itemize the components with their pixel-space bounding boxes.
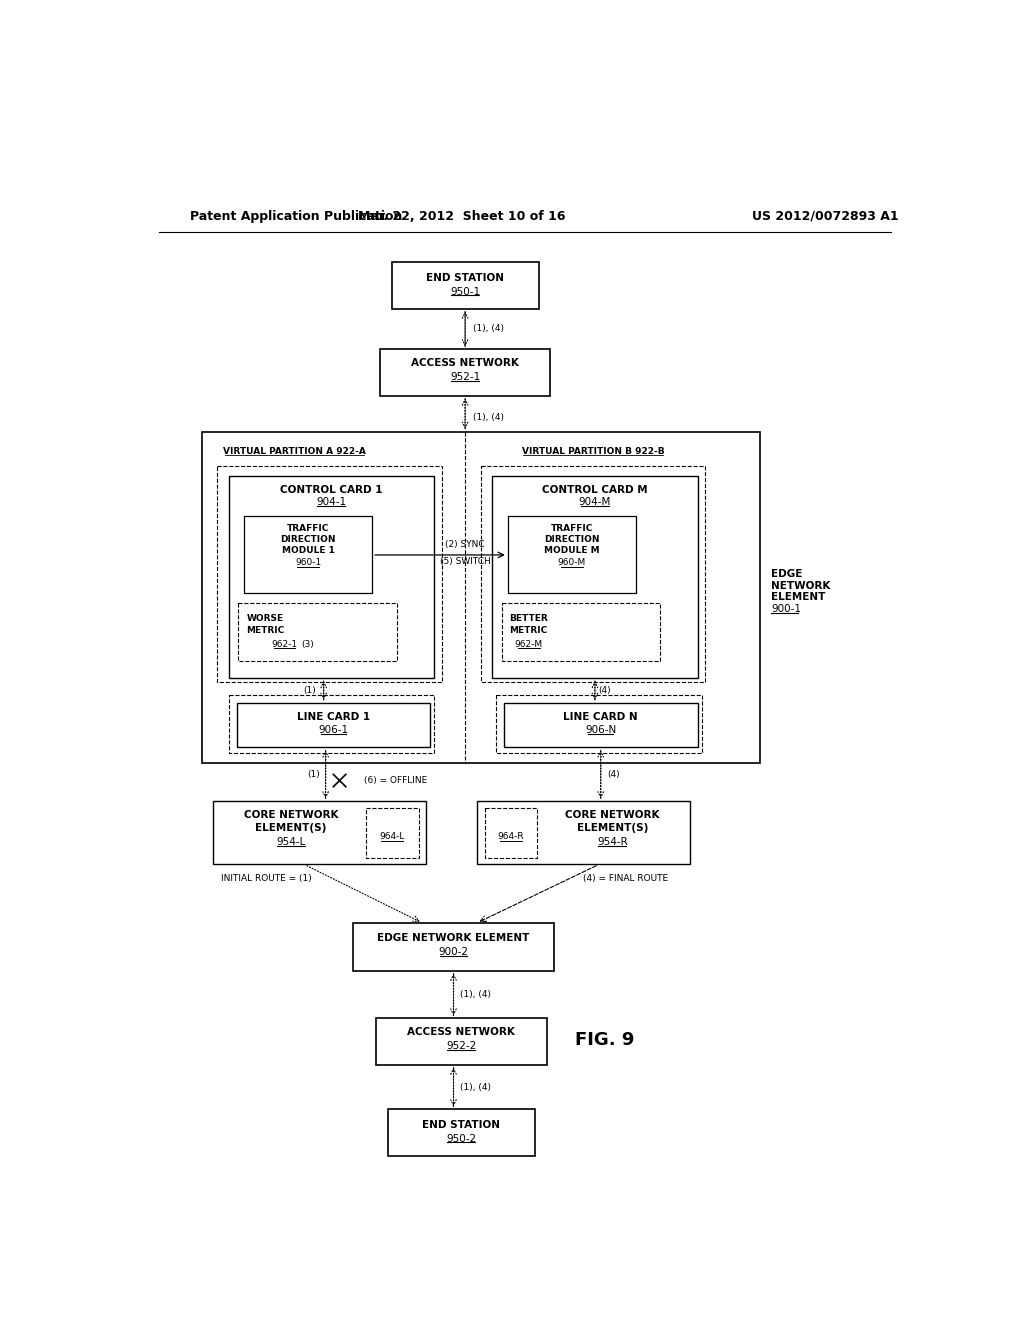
Text: (4) = FINAL ROUTE: (4) = FINAL ROUTE	[584, 874, 669, 883]
FancyBboxPatch shape	[388, 1109, 535, 1155]
Text: LINE CARD 1: LINE CARD 1	[297, 711, 370, 722]
Text: ELEMENT(S): ELEMENT(S)	[255, 822, 327, 833]
Text: (2) SYNC: (2) SYNC	[445, 540, 485, 549]
Text: (3): (3)	[301, 640, 314, 648]
Text: 962-1: 962-1	[271, 640, 298, 648]
Text: BETTER: BETTER	[509, 614, 548, 623]
Text: INITIAL ROUTE = (1): INITIAL ROUTE = (1)	[221, 874, 311, 883]
FancyBboxPatch shape	[352, 923, 554, 970]
Text: DIRECTION: DIRECTION	[281, 535, 336, 544]
Text: TRAFFIC: TRAFFIC	[551, 524, 593, 533]
Text: LINE CARD N: LINE CARD N	[563, 711, 638, 722]
Text: (4): (4)	[607, 770, 620, 779]
FancyBboxPatch shape	[238, 603, 397, 661]
Text: ACCESS NETWORK: ACCESS NETWORK	[412, 358, 519, 368]
Text: NETWORK: NETWORK	[771, 581, 830, 591]
Text: (1), (4): (1), (4)	[473, 325, 504, 334]
Text: END STATION: END STATION	[422, 1119, 501, 1130]
Text: 906-1: 906-1	[318, 725, 348, 735]
Text: (1), (4): (1), (4)	[460, 1082, 490, 1092]
FancyBboxPatch shape	[217, 466, 442, 682]
Text: TRAFFIC: TRAFFIC	[287, 524, 330, 533]
FancyBboxPatch shape	[504, 702, 697, 747]
Text: 906-N: 906-N	[585, 725, 616, 735]
FancyBboxPatch shape	[245, 516, 372, 594]
Text: EDGE NETWORK ELEMENT: EDGE NETWORK ELEMENT	[377, 933, 529, 944]
Text: 954-R: 954-R	[597, 837, 628, 847]
Text: METRIC: METRIC	[246, 626, 285, 635]
Text: 964-L: 964-L	[380, 833, 404, 841]
FancyBboxPatch shape	[380, 350, 550, 396]
Text: MODULE 1: MODULE 1	[282, 546, 335, 554]
Text: (1), (4): (1), (4)	[460, 990, 490, 999]
Text: US 2012/0072893 A1: US 2012/0072893 A1	[753, 210, 899, 223]
Text: 952-2: 952-2	[446, 1041, 476, 1051]
FancyBboxPatch shape	[496, 696, 701, 752]
Text: (1): (1)	[303, 686, 316, 694]
Text: Mar. 22, 2012  Sheet 10 of 16: Mar. 22, 2012 Sheet 10 of 16	[357, 210, 565, 223]
FancyBboxPatch shape	[213, 801, 426, 865]
Text: DIRECTION: DIRECTION	[544, 535, 599, 544]
Text: CONTROL CARD 1: CONTROL CARD 1	[281, 486, 383, 495]
Text: 954-L: 954-L	[276, 837, 305, 847]
Text: 900-1: 900-1	[771, 603, 801, 614]
FancyBboxPatch shape	[484, 808, 538, 858]
FancyBboxPatch shape	[202, 432, 760, 763]
Text: CONTROL CARD M: CONTROL CARD M	[542, 486, 648, 495]
Text: 964-R: 964-R	[498, 833, 524, 841]
Text: 950-1: 950-1	[451, 286, 480, 297]
Text: 962-M: 962-M	[515, 640, 543, 648]
FancyBboxPatch shape	[376, 1019, 547, 1065]
FancyBboxPatch shape	[508, 516, 636, 594]
FancyBboxPatch shape	[477, 801, 690, 865]
Text: ELEMENT: ELEMENT	[771, 593, 825, 602]
Text: CORE NETWORK: CORE NETWORK	[244, 810, 338, 820]
Text: (4): (4)	[598, 686, 610, 694]
Text: ACCESS NETWORK: ACCESS NETWORK	[408, 1027, 515, 1038]
Text: MODULE M: MODULE M	[544, 546, 599, 554]
Text: 904-1: 904-1	[316, 496, 346, 507]
Text: END STATION: END STATION	[426, 273, 504, 282]
Text: 950-2: 950-2	[446, 1134, 476, 1143]
Text: (6) = OFFLINE: (6) = OFFLINE	[365, 776, 428, 785]
FancyBboxPatch shape	[366, 808, 419, 858]
Text: ELEMENT(S): ELEMENT(S)	[577, 822, 648, 833]
Text: 952-1: 952-1	[450, 372, 480, 381]
Text: 960-M: 960-M	[557, 558, 586, 568]
Text: 904-M: 904-M	[579, 496, 611, 507]
Text: Patent Application Publication: Patent Application Publication	[190, 210, 402, 223]
Text: FIG. 9: FIG. 9	[574, 1031, 634, 1049]
Text: (5) SWITCH: (5) SWITCH	[439, 557, 490, 565]
FancyBboxPatch shape	[493, 477, 697, 678]
Text: VIRTUAL PARTITION A 922-A: VIRTUAL PARTITION A 922-A	[223, 446, 366, 455]
Text: (1): (1)	[307, 770, 319, 779]
FancyBboxPatch shape	[480, 466, 706, 682]
Text: WORSE: WORSE	[247, 614, 284, 623]
FancyBboxPatch shape	[391, 263, 539, 309]
FancyBboxPatch shape	[228, 477, 434, 678]
Text: VIRTUAL PARTITION B 922-B: VIRTUAL PARTITION B 922-B	[521, 446, 665, 455]
FancyBboxPatch shape	[228, 696, 434, 752]
FancyBboxPatch shape	[502, 603, 660, 661]
Text: METRIC: METRIC	[510, 626, 548, 635]
FancyBboxPatch shape	[237, 702, 430, 747]
Text: CORE NETWORK: CORE NETWORK	[565, 810, 659, 820]
Text: 900-2: 900-2	[438, 948, 469, 957]
Text: 960-1: 960-1	[295, 558, 322, 568]
Text: EDGE: EDGE	[771, 569, 803, 579]
Text: (1), (4): (1), (4)	[473, 413, 504, 422]
